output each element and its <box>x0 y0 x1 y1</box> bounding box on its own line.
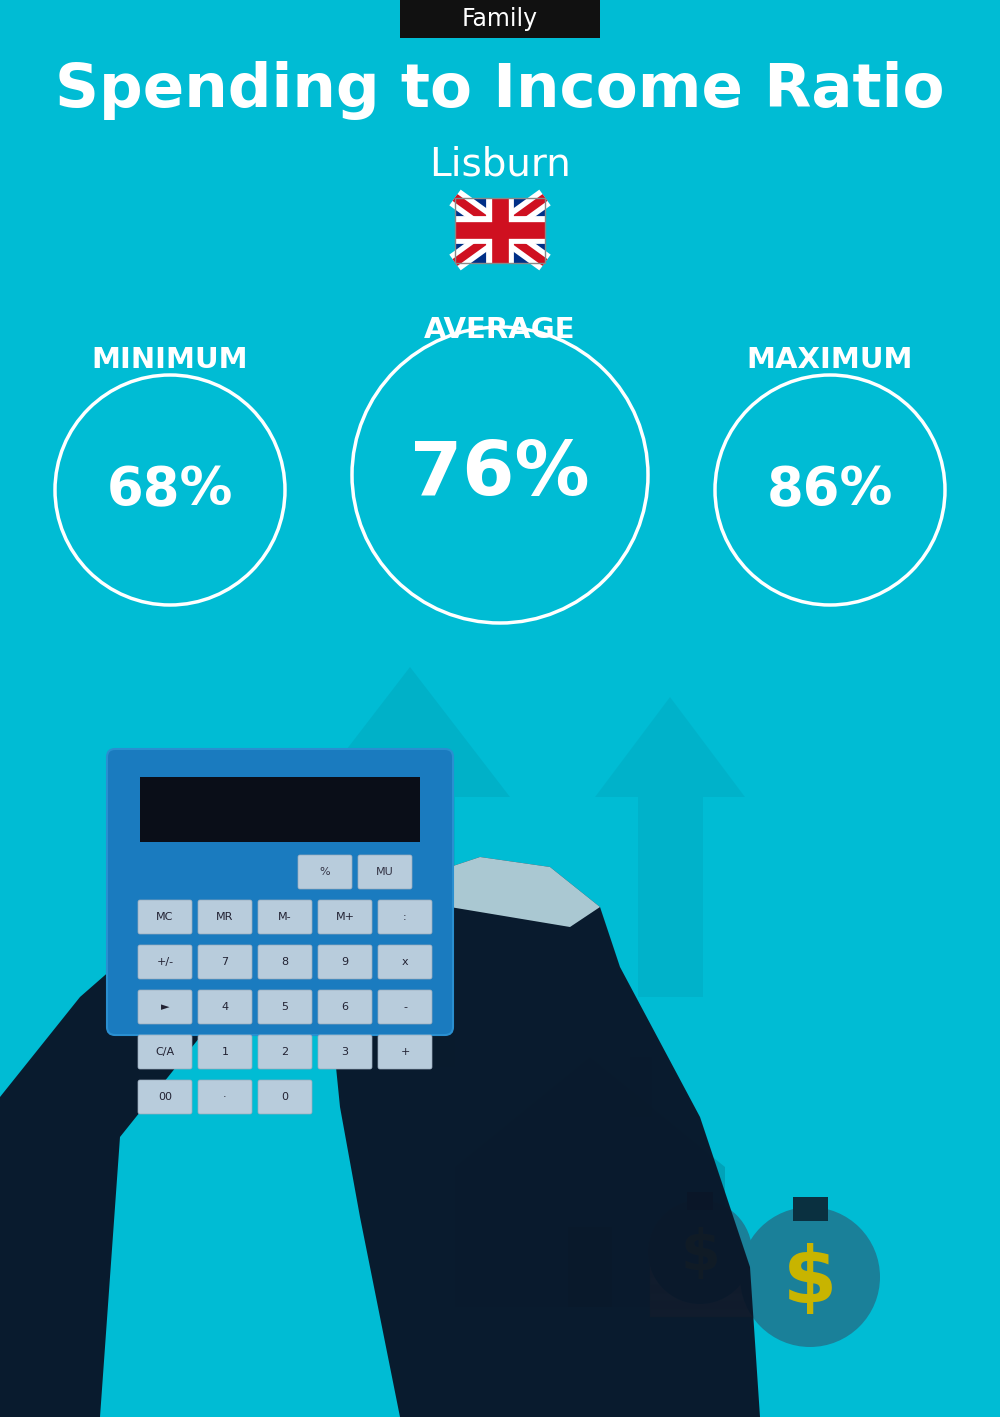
Text: ·: · <box>223 1093 227 1102</box>
FancyBboxPatch shape <box>258 990 312 1024</box>
Text: -: - <box>403 1002 407 1012</box>
Text: MR: MR <box>216 913 234 922</box>
FancyBboxPatch shape <box>198 900 252 934</box>
FancyBboxPatch shape <box>107 750 453 1034</box>
FancyBboxPatch shape <box>318 900 372 934</box>
FancyBboxPatch shape <box>198 1034 252 1068</box>
Text: x: x <box>402 956 408 966</box>
Bar <box>650 1270 760 1277</box>
Text: MC: MC <box>156 913 174 922</box>
Polygon shape <box>310 667 510 796</box>
Text: 2: 2 <box>281 1047 289 1057</box>
Bar <box>630 1057 652 1117</box>
FancyBboxPatch shape <box>258 945 312 979</box>
FancyBboxPatch shape <box>138 990 192 1024</box>
Text: %: % <box>320 867 330 877</box>
FancyBboxPatch shape <box>378 990 432 1024</box>
Text: :: : <box>403 913 407 922</box>
Text: Lisburn: Lisburn <box>429 146 571 184</box>
FancyBboxPatch shape <box>258 1034 312 1068</box>
Bar <box>650 1253 760 1261</box>
FancyBboxPatch shape <box>258 1080 312 1114</box>
Bar <box>650 1261 760 1270</box>
Polygon shape <box>240 871 280 907</box>
FancyBboxPatch shape <box>138 900 192 934</box>
Text: 5: 5 <box>282 1002 288 1012</box>
Text: +/-: +/- <box>156 956 174 966</box>
Text: 00: 00 <box>158 1093 172 1102</box>
FancyBboxPatch shape <box>298 854 352 888</box>
FancyBboxPatch shape <box>455 197 545 262</box>
Text: 86%: 86% <box>767 463 893 516</box>
Polygon shape <box>310 871 420 1007</box>
Bar <box>140 777 420 842</box>
FancyBboxPatch shape <box>400 0 600 38</box>
Text: MINIMUM: MINIMUM <box>92 346 248 374</box>
Polygon shape <box>330 857 760 1417</box>
Bar <box>455 1168 725 1306</box>
FancyBboxPatch shape <box>198 990 252 1024</box>
FancyBboxPatch shape <box>378 945 432 979</box>
Text: 76%: 76% <box>410 438 590 512</box>
Text: 9: 9 <box>341 956 349 966</box>
Text: M-: M- <box>278 913 292 922</box>
Polygon shape <box>240 818 380 891</box>
Text: Family: Family <box>462 7 538 31</box>
Text: 0: 0 <box>282 1093 288 1102</box>
FancyBboxPatch shape <box>258 900 312 934</box>
FancyBboxPatch shape <box>318 1034 372 1068</box>
FancyBboxPatch shape <box>138 1080 192 1114</box>
Bar <box>365 796 455 1067</box>
FancyBboxPatch shape <box>198 1080 252 1114</box>
Text: Spending to Income Ratio: Spending to Income Ratio <box>55 61 945 119</box>
Text: ►: ► <box>161 1002 169 1012</box>
Text: M+: M+ <box>336 913 354 922</box>
Bar <box>687 1192 713 1210</box>
Text: 8: 8 <box>281 956 289 966</box>
FancyBboxPatch shape <box>358 854 412 888</box>
Text: AVERAGE: AVERAGE <box>424 316 576 344</box>
Polygon shape <box>595 697 745 796</box>
Circle shape <box>740 1207 880 1348</box>
FancyBboxPatch shape <box>318 945 372 979</box>
Text: C/A: C/A <box>155 1047 175 1057</box>
Bar <box>568 1227 612 1306</box>
Text: $: $ <box>680 1227 720 1282</box>
Text: 3: 3 <box>342 1047 349 1057</box>
Polygon shape <box>230 877 340 952</box>
Text: MAXIMUM: MAXIMUM <box>747 346 913 374</box>
Bar <box>650 1309 760 1316</box>
Text: $: $ <box>783 1243 837 1318</box>
Text: 68%: 68% <box>107 463 233 516</box>
Circle shape <box>648 1200 752 1304</box>
Bar <box>792 1196 828 1221</box>
Bar <box>650 1285 760 1292</box>
Bar <box>650 1292 760 1301</box>
Bar <box>650 1277 760 1285</box>
Bar <box>650 1301 760 1309</box>
Text: 1: 1 <box>222 1047 228 1057</box>
FancyBboxPatch shape <box>378 1034 432 1068</box>
Polygon shape <box>455 1057 725 1168</box>
FancyBboxPatch shape <box>138 945 192 979</box>
Text: +: + <box>400 1047 410 1057</box>
FancyBboxPatch shape <box>318 990 372 1024</box>
Bar <box>638 796 702 998</box>
Text: 6: 6 <box>342 1002 349 1012</box>
FancyBboxPatch shape <box>198 945 252 979</box>
Polygon shape <box>400 857 600 927</box>
FancyBboxPatch shape <box>378 900 432 934</box>
Polygon shape <box>0 877 340 1417</box>
Text: MU: MU <box>376 867 394 877</box>
Text: 4: 4 <box>221 1002 229 1012</box>
FancyBboxPatch shape <box>138 1034 192 1068</box>
Text: 7: 7 <box>221 956 229 966</box>
